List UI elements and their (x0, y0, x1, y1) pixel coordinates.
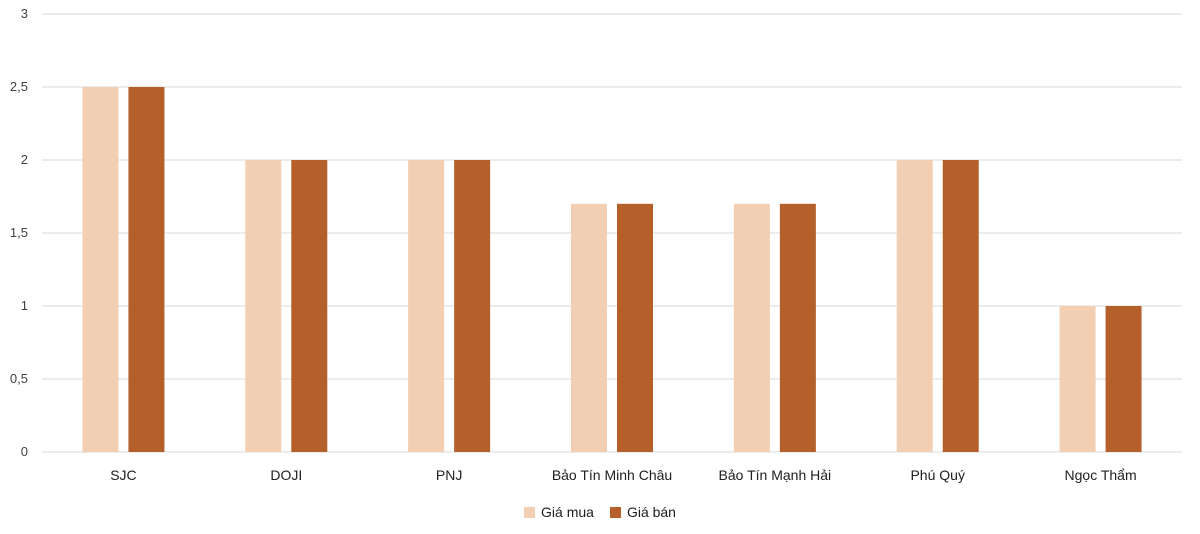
bar-gia-ban-3 (617, 203, 653, 452)
x-axis-categories: SJC DOJI PNJ Bảo Tín Minh Châu Bảo Tín Mạnh … (110, 467, 1136, 483)
bar-gia-mua-5 (896, 160, 933, 452)
x-category-label: Phú Quý (910, 467, 964, 483)
y-tick-label: 0,5 (10, 371, 28, 386)
y-tick-label: 1,5 (10, 225, 28, 240)
y-tick-label: 2 (21, 152, 28, 167)
bar-gia-mua-4 (733, 203, 770, 452)
bar-gia-mua-1 (245, 160, 282, 452)
bar-gia-ban-2 (454, 160, 491, 452)
legend-swatch-gia-ban (609, 506, 621, 518)
bar-gia-ban-0 (128, 87, 165, 452)
x-category-label: PNJ (436, 467, 462, 483)
bar-gia-mua-0 (82, 87, 119, 452)
bar-gia-mua-6 (1059, 306, 1096, 452)
x-category-label: Bảo Tín Mạnh Hải (719, 467, 832, 483)
bars (82, 87, 1142, 452)
y-tick-label: 3 (21, 6, 28, 21)
legend-label-gia-mua: Giá mua (541, 504, 594, 520)
y-axis-ticks: 0 0,5 1 1,5 2 2,5 3 (10, 6, 28, 459)
x-category-label: DOJI (270, 467, 302, 483)
bar-gia-ban-5 (942, 160, 979, 452)
legend-swatch-gia-mua (524, 506, 536, 518)
x-category-label: SJC (110, 467, 136, 483)
legend-item-gia-ban: Giá bán (609, 504, 676, 520)
legend-label-gia-ban: Giá bán (626, 504, 676, 520)
bar-gia-mua-3 (571, 203, 607, 452)
gridlines (42, 13, 1182, 453)
y-tick-label: 2,5 (10, 79, 28, 94)
bar-gia-mua-2 (408, 160, 445, 452)
bar-gia-ban-6 (1105, 306, 1142, 452)
bar-gia-ban-1 (291, 160, 328, 452)
y-tick-label: 1 (21, 298, 28, 313)
x-category-label: Ngọc Thẩm (1065, 467, 1137, 483)
x-category-label: Bảo Tín Minh Châu (552, 467, 672, 483)
legend: Giá mua Giá bán (0, 500, 1200, 524)
legend-item-gia-mua: Giá mua (524, 504, 594, 520)
y-tick-label: 0 (21, 444, 28, 459)
bar-gia-ban-4 (779, 203, 816, 452)
